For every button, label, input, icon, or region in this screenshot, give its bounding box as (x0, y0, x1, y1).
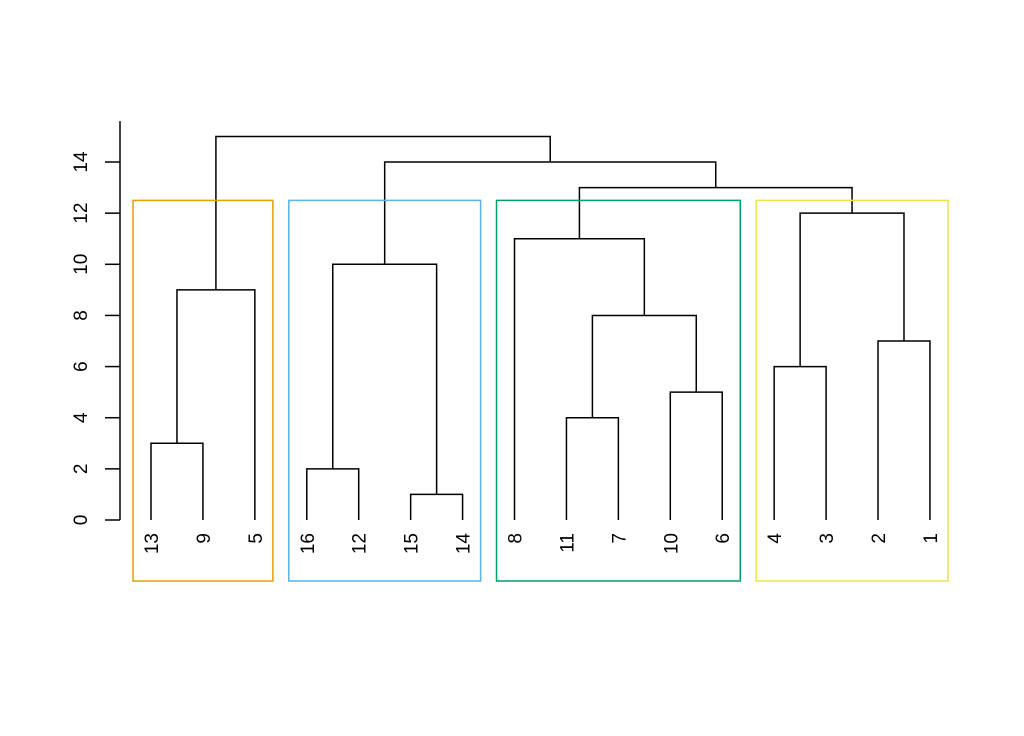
merge-link (215, 135, 551, 290)
merge-link (409, 493, 464, 520)
leaf-label: 2 (869, 533, 890, 544)
leaf-label: 3 (817, 533, 838, 544)
leaf-label: 11 (557, 533, 578, 553)
y-tick-label: 0 (71, 515, 92, 526)
cluster-box (755, 199, 949, 582)
y-tick-label: 4 (71, 412, 92, 423)
leaf-label: 8 (506, 533, 527, 544)
leaf-label: 16 (298, 533, 319, 554)
leaf-labels: 13 9 5 16 12 15 14 8 11 7 10 6 4 3 2 1 (142, 533, 942, 555)
merge-link (773, 365, 827, 520)
y-tick-label: 10 (71, 254, 92, 275)
merge-link (669, 391, 723, 520)
merge-link (565, 416, 620, 520)
merge-link (877, 340, 931, 520)
cluster-box (288, 199, 482, 582)
leaf-label: 6 (713, 533, 734, 544)
merge-link (176, 289, 256, 520)
y-tick-label: 12 (71, 203, 92, 224)
leaf-label: 1 (921, 533, 942, 544)
cluster-boxes (132, 199, 949, 582)
leaf-label: 5 (246, 533, 267, 544)
merge-link (799, 212, 905, 367)
dendrogram-tree (150, 135, 931, 520)
cluster-box (132, 199, 274, 582)
merge-link (332, 263, 438, 495)
cluster-box (495, 199, 741, 582)
leaf-label: 14 (454, 533, 475, 555)
leaf-label: 13 (142, 533, 163, 554)
merge-link (150, 442, 204, 520)
merge-link (306, 468, 360, 520)
y-tick-label: 14 (71, 151, 92, 173)
merge-link (383, 161, 717, 265)
y-tick-label: 8 (71, 310, 92, 321)
y-tick-label: 6 (71, 361, 92, 372)
leaf-label: 10 (661, 533, 682, 554)
merge-link (591, 314, 698, 418)
leaf-label: 9 (194, 533, 215, 544)
y-tick-label: 2 (71, 464, 92, 475)
y-axis: 0 2 4 6 8 10 12 14 (71, 121, 121, 526)
leaf-label: 12 (350, 533, 371, 554)
leaf-label: 7 (609, 533, 630, 544)
leaf-label: 15 (402, 533, 423, 554)
merge-link (513, 237, 646, 520)
leaf-label: 4 (765, 533, 786, 544)
